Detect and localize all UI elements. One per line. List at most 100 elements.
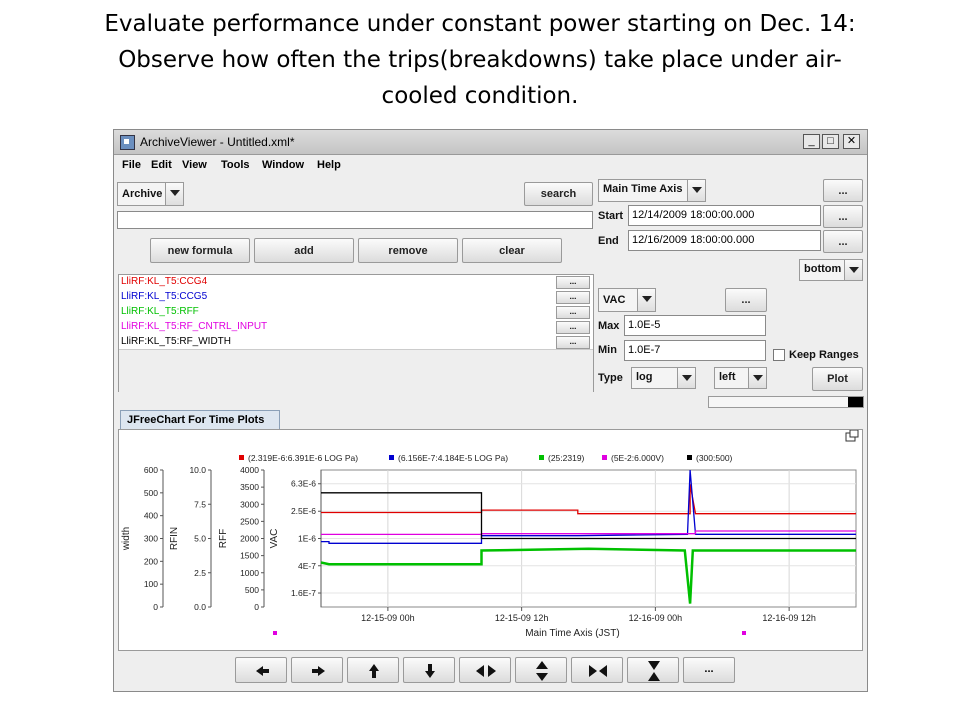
legend-label: (2.319E-6:6.391E-6 LOG Pa): [248, 453, 358, 463]
window-titlebar[interactable]: ArchiveViewer - Untitled.xml* _ □ ✕: [114, 130, 867, 155]
series-line: [320, 547, 856, 604]
y-tick-label: 500: [245, 585, 259, 595]
legend-swatch: [389, 455, 394, 460]
y-tick-label: 1E-6: [298, 534, 316, 544]
y-axis-label: VAC: [269, 529, 280, 549]
pv-row[interactable]: LliRF:KL_T5:CCG4 ...: [119, 275, 593, 290]
pv-options-button[interactable]: ...: [556, 276, 590, 289]
navigation-bar: ...: [114, 653, 867, 691]
pv-row[interactable]: LliRF:KL_T5:RF_WIDTH ...: [119, 335, 593, 350]
max-field[interactable]: 1.0E-5: [624, 315, 766, 336]
x-tick-label: 12-15-09 12h: [495, 613, 549, 623]
pv-options-button[interactable]: ...: [556, 321, 590, 334]
pv-row[interactable]: LliRF:KL_T5:RF_CNTRL_INPUT ...: [119, 320, 593, 335]
keep-ranges-label: Keep Ranges: [789, 349, 859, 361]
legend-label: (300:500): [696, 453, 733, 463]
time-axis-select[interactable]: Main Time Axis: [598, 179, 706, 202]
min-label: Min: [598, 344, 617, 356]
menu-view[interactable]: View: [182, 159, 207, 171]
pv-name-rff: LliRF:KL_T5:RFF: [121, 306, 199, 317]
up-arrow-button[interactable]: [347, 657, 399, 683]
plot-button[interactable]: Plot: [812, 367, 863, 391]
y-tick-label: 7.5: [194, 499, 206, 509]
legend-label: (25:2319): [548, 453, 585, 463]
value-axis-select-value: VAC: [603, 294, 626, 306]
y-tick-label: 200: [144, 556, 158, 566]
y-tick-label: 6.3E-6: [291, 479, 316, 489]
down-arrow-button[interactable]: [403, 657, 455, 683]
search-button[interactable]: search: [524, 182, 593, 206]
end-time-more-button[interactable]: ...: [823, 230, 863, 253]
min-field[interactable]: 1.0E-7: [624, 340, 766, 361]
y-tick-label: 100: [144, 579, 158, 589]
chevron-down-icon: [677, 368, 695, 388]
add-button[interactable]: add: [254, 238, 354, 263]
scale-type-value: log: [636, 371, 653, 383]
keep-ranges-checkbox[interactable]: [773, 349, 785, 361]
y-tick-label: 1.6E-7: [291, 588, 316, 598]
time-plot-chart[interactable]: (2.319E-6:6.391E-6 LOG Pa) (6.156E-7:4.18…: [119, 429, 862, 650]
pv-options-button[interactable]: ...: [556, 336, 590, 349]
slide-title-line-3: cooled condition.: [381, 83, 579, 109]
archive-viewer-window: ArchiveViewer - Untitled.xml* _ □ ✕ File…: [113, 129, 868, 692]
time-axis-position-select[interactable]: bottom: [799, 259, 863, 281]
pv-row[interactable]: LliRF:KL_T5:CCG5 ...: [119, 290, 593, 305]
contract-horizontal-button[interactable]: [571, 657, 623, 683]
maximize-chart-icon: [845, 429, 859, 442]
tab-jfreechart-time-plots[interactable]: JFreeChart For Time Plots: [120, 410, 280, 429]
type-label: Type: [598, 372, 623, 384]
expand-vertical-icon: [536, 661, 548, 681]
pv-row[interactable]: LliRF:KL_T5:RFF ...: [119, 305, 593, 320]
slide-title-line-2: Observe how often the trips(breakdowns) …: [118, 47, 842, 73]
pv-options-button[interactable]: ...: [556, 306, 590, 319]
pv-options-button[interactable]: ...: [556, 291, 590, 304]
maximize-button[interactable]: □: [822, 134, 839, 149]
time-axis-more-button[interactable]: ...: [823, 179, 863, 202]
legend-swatch: [539, 455, 544, 460]
close-button[interactable]: ✕: [843, 134, 860, 149]
y-tick-label: 300: [144, 534, 158, 544]
slide-title: Evaluate performance under constant powe…: [40, 6, 920, 114]
series-line: [321, 492, 856, 540]
y-tick-label: 500: [144, 488, 158, 498]
x-tick-label: 12-16-09 00h: [629, 613, 683, 623]
y-tick-label: 600: [144, 465, 158, 475]
menu-help[interactable]: Help: [317, 159, 341, 171]
left-arrow-button[interactable]: [235, 657, 287, 683]
axis-side-value: left: [719, 371, 736, 383]
expand-horizontal-button[interactable]: [459, 657, 511, 683]
menu-window[interactable]: Window: [262, 159, 305, 171]
pv-name-ccg4: LliRF:KL_T5:CCG4: [121, 276, 208, 287]
progress-bar-fill: [847, 397, 863, 407]
value-axis-select[interactable]: VAC: [598, 288, 656, 312]
scale-type-select[interactable]: log: [631, 367, 696, 389]
right-arrow-button[interactable]: [291, 657, 343, 683]
value-axis-more-button[interactable]: ...: [725, 288, 767, 312]
end-time-field[interactable]: 12/16/2009 18:00:00.000: [628, 230, 821, 251]
remove-button[interactable]: remove: [358, 238, 458, 263]
y-tick-label: 2500: [240, 516, 259, 526]
chevron-down-icon: [687, 180, 705, 201]
archive-select[interactable]: Archive: [117, 182, 184, 206]
chevron-down-icon: [748, 368, 766, 388]
start-time-field[interactable]: 12/14/2009 18:00:00.000: [628, 205, 821, 226]
new-formula-button[interactable]: new formula: [150, 238, 250, 263]
menu-edit[interactable]: Edit: [151, 159, 172, 171]
menu-file[interactable]: File: [122, 159, 141, 171]
more-button[interactable]: ...: [683, 657, 735, 683]
clear-button[interactable]: clear: [462, 238, 562, 263]
contract-vertical-button[interactable]: [627, 657, 679, 683]
axis-side-select[interactable]: left: [714, 367, 767, 389]
pv-name-ccg5: LliRF:KL_T5:CCG5: [121, 291, 208, 302]
start-time-more-button[interactable]: ...: [823, 205, 863, 228]
series-line: [321, 530, 856, 536]
progress-bar: [708, 396, 864, 408]
filter-input[interactable]: [117, 211, 593, 229]
max-label: Max: [598, 320, 620, 332]
expand-vertical-button[interactable]: [515, 657, 567, 683]
menu-tools[interactable]: Tools: [221, 159, 250, 171]
archive-select-value: Archive: [122, 188, 163, 200]
pv-list-empty-area: [119, 349, 593, 392]
expand-horizontal-icon: [476, 665, 496, 677]
minimize-button[interactable]: _: [803, 134, 820, 149]
